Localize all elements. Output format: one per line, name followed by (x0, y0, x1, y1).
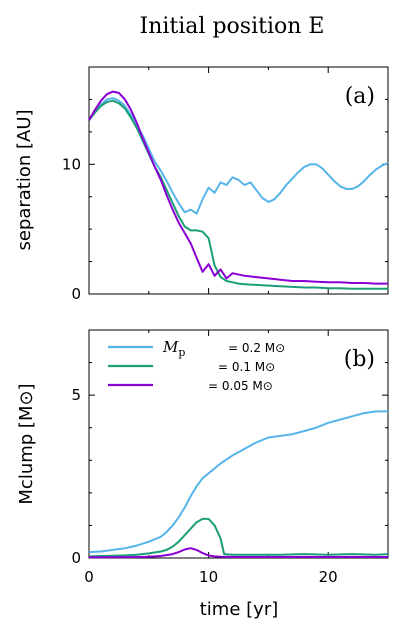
y-tick-label: 0 (71, 285, 81, 303)
legend: Mp = 0.2 M⊙ = 0.1 M⊙ = 0.05 M⊙ (108, 338, 285, 393)
panel-a: (a) separation [AU] 0 10 (14, 66, 389, 303)
panel-a-lines (88, 90, 389, 290)
series-line-m02-panel-b (88, 410, 388, 554)
legend-label-m01: = 0.1 M⊙ (218, 360, 275, 374)
x-axis-label: time [yr] (200, 599, 279, 620)
series-line-m01-panel-b (88, 517, 389, 558)
series-line-m005-panel-a (88, 90, 388, 285)
panel-b-lines (88, 410, 389, 559)
y-tick-label: 5 (71, 386, 81, 404)
panel-b-label: (b) (344, 347, 375, 372)
y-tick-label: 10 (62, 155, 81, 173)
x-tick-label: 20 (319, 568, 338, 586)
x-tick-label: 10 (199, 568, 218, 586)
panel-a-frame (88, 66, 389, 295)
panel-b: (b) Mclump [M⊙] time [yr] 0 10 20 0 5 Mp = 0… (16, 329, 389, 620)
panel-b-ylabel: Mclump [M⊙] (16, 383, 37, 504)
panel-a-ylabel: separation [AU] (14, 109, 35, 250)
series-line-m01-panel-a (88, 99, 388, 290)
figure-title: Initial position E (140, 14, 325, 39)
panel-b-ticks: 0 10 20 0 5 (71, 329, 389, 586)
legend-label-m02: = 0.2 M⊙ (228, 341, 285, 355)
y-tick-label: 0 (71, 549, 81, 567)
panel-a-label: (a) (345, 84, 375, 109)
series-line-m005-panel-b (89, 547, 388, 559)
legend-symbol: Mp (162, 338, 185, 359)
legend-symbol-text: M (162, 338, 179, 356)
x-tick-label: 0 (84, 568, 94, 586)
legend-label-m005: = 0.05 M⊙ (208, 379, 273, 393)
